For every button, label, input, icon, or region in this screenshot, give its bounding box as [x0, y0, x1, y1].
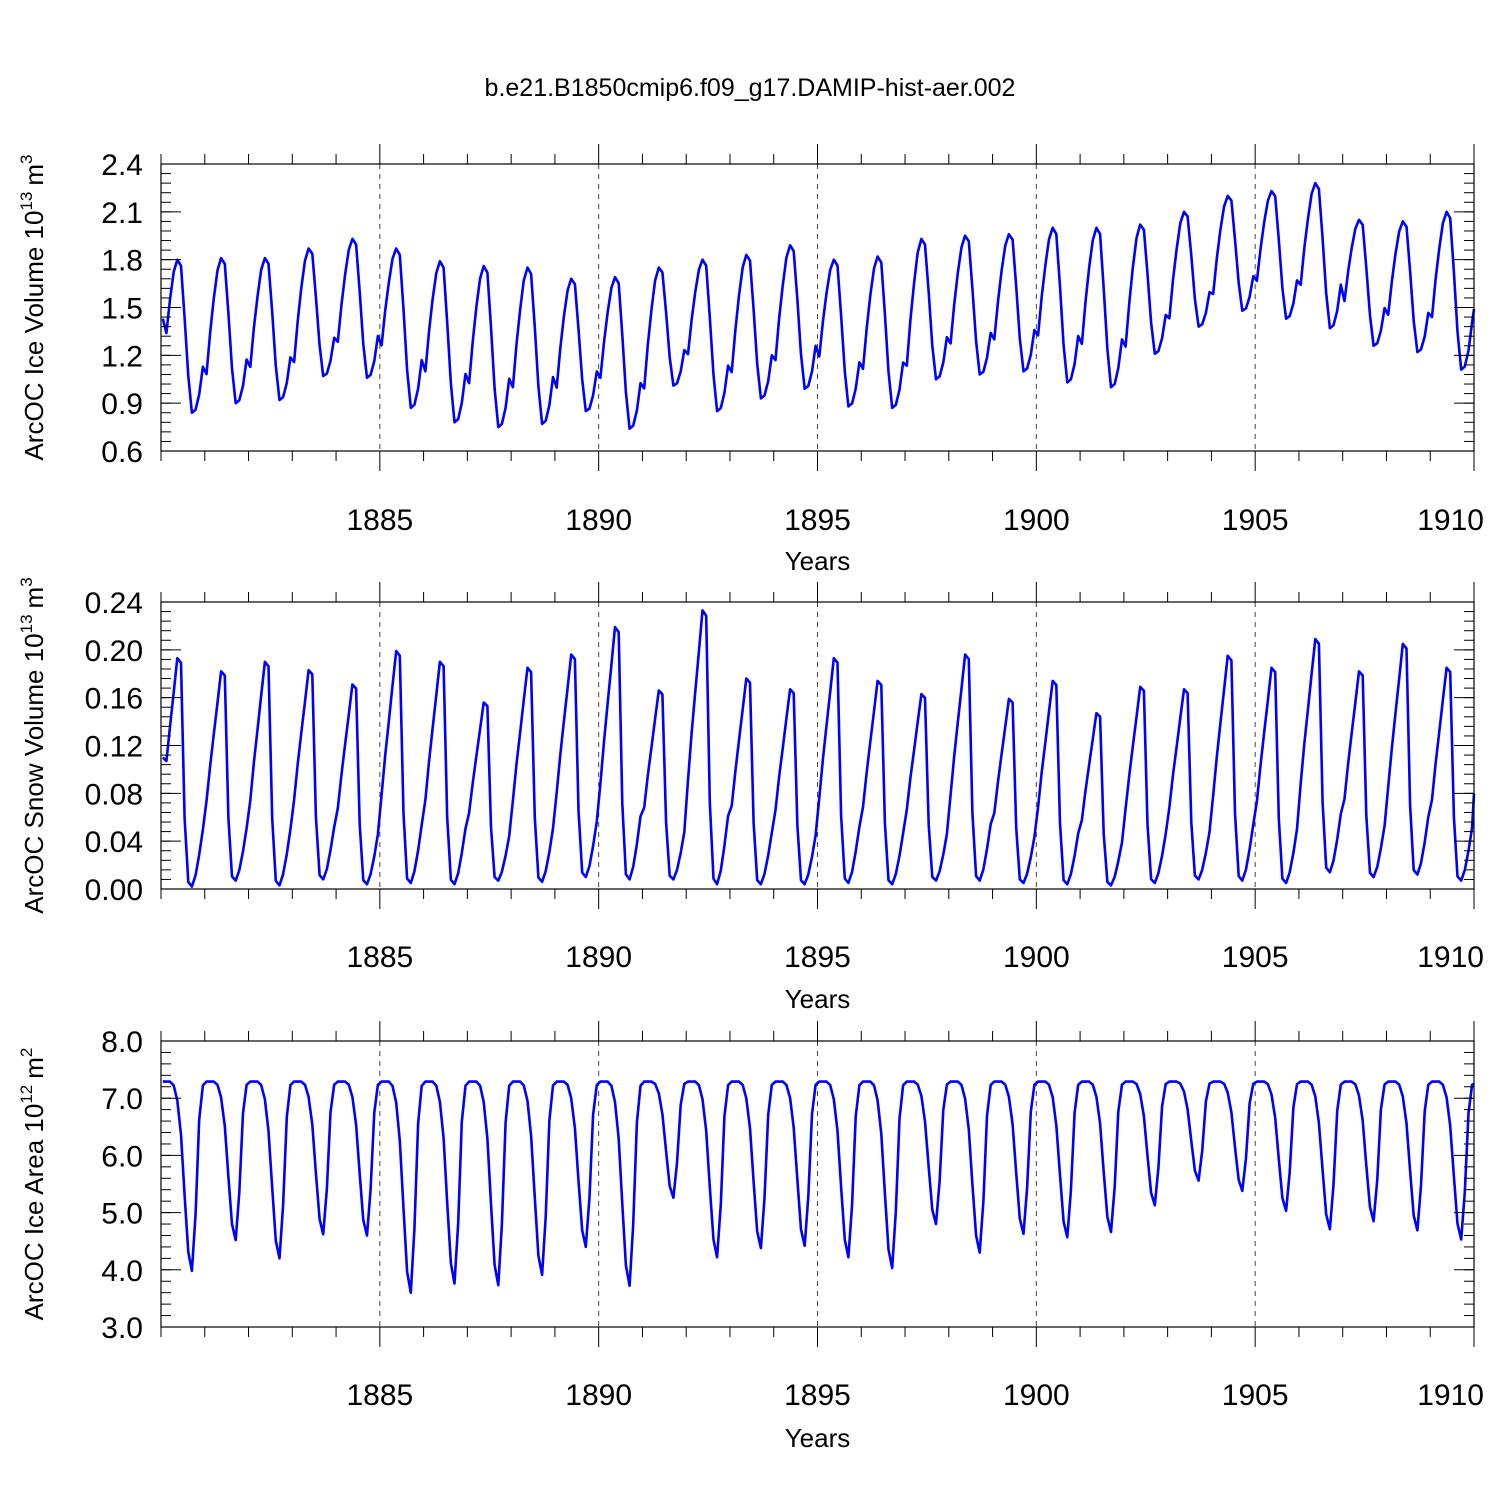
- y-tick-label: 0.20: [85, 635, 143, 668]
- y-axis-title: ArcOC Ice Volume 1013 m3: [17, 154, 49, 460]
- y-axis-title-exp: 13: [17, 614, 36, 633]
- y-axis-title-text: ArcOC Ice Area 10: [19, 1104, 49, 1321]
- y-tick-label: 6.0: [101, 1140, 143, 1173]
- y-axis-title-unit-exp: 2: [17, 1048, 36, 1057]
- x-tick-label: 1905: [1222, 1379, 1289, 1412]
- y-axis-title: ArcOC Snow Volume 1013 m3: [17, 577, 49, 913]
- y-axis-title-text: ArcOC Ice Volume 10: [19, 211, 49, 461]
- x-axis-title: Years: [785, 546, 851, 576]
- y-tick-label: 2.4: [101, 149, 143, 182]
- y-tick-label: 0.9: [101, 388, 143, 421]
- x-tick-label: 1885: [346, 941, 413, 974]
- x-tick-label: 1895: [784, 1379, 851, 1412]
- x-tick-label: 1900: [1003, 1379, 1070, 1412]
- y-axis-title-unit: m: [19, 1057, 49, 1079]
- y-axis-title-text: ArcOC Snow Volume 10: [19, 633, 49, 913]
- y-axis-title-unit: m: [19, 164, 49, 186]
- y-axis-title-unit-exp: 3: [17, 577, 36, 586]
- y-tick-label: 0.12: [85, 731, 143, 764]
- figure-title: b.e21.B1850cmip6.f09_g17.DAMIP-hist-aer.…: [485, 74, 1016, 102]
- y-axis-title-exp: 13: [17, 192, 36, 211]
- x-axis-title: Years: [785, 1423, 851, 1453]
- x-tick-label: 1895: [784, 941, 851, 974]
- x-tick-label: 1900: [1003, 941, 1070, 974]
- x-tick-label: 1885: [346, 504, 413, 537]
- series-line: [161, 181, 1476, 430]
- x-tick-label: 1910: [1417, 941, 1484, 974]
- y-axis-title-unit-exp: 3: [17, 154, 36, 163]
- x-tick-label: 1885: [346, 1379, 413, 1412]
- y-axis-title-exp: 12: [17, 1085, 36, 1104]
- y-tick-label: 1.5: [101, 293, 143, 326]
- y-axis-title-unit: m: [19, 587, 49, 609]
- y-tick-label: 7.0: [101, 1083, 143, 1116]
- x-tick-label: 1890: [565, 1379, 632, 1412]
- y-tick-label: 0.00: [85, 874, 143, 907]
- x-axis-title: Years: [785, 984, 851, 1014]
- snow-volume-panel: 0.00 0.04 0.08 0.12 0.16 0.20 0.24 1885 1890 1895…: [17, 577, 1484, 1014]
- x-tick-label: 1890: [565, 941, 632, 974]
- x-tick-label: 1905: [1222, 504, 1289, 537]
- y-tick-label: 0.16: [85, 683, 143, 716]
- y-tick-label: 8.0: [101, 1026, 143, 1059]
- ice-area-panel: 3.0 4.0 5.0 6.0 7.0 8.0 1885 1890 1895 1900 1905 19…: [17, 1021, 1484, 1453]
- x-tick-label: 1910: [1417, 504, 1484, 537]
- y-tick-label: 0.04: [85, 826, 143, 859]
- x-tick-label: 1910: [1417, 1379, 1484, 1412]
- x-tick-label: 1900: [1003, 504, 1070, 537]
- ice-volume-panel: 0.6 0.9 1.2 1.5 1.8 2.1 2.4 1885 1890 1895 1900 190…: [17, 144, 1484, 576]
- y-tick-label: 0.6: [101, 436, 143, 469]
- x-tick-label: 1895: [784, 504, 851, 537]
- y-tick-label: 0.08: [85, 778, 143, 811]
- y-tick-label: 1.8: [101, 245, 143, 278]
- y-axis-title: ArcOC Ice Area 1012 m2: [17, 1048, 49, 1321]
- y-tick-label: 3.0: [101, 1312, 143, 1345]
- series-line: [162, 1080, 1475, 1294]
- y-tick-label: 0.24: [85, 587, 143, 620]
- y-tick-label: 1.2: [101, 340, 143, 373]
- y-tick-label: 2.1: [101, 197, 143, 230]
- x-tick-label: 1890: [565, 504, 632, 537]
- y-tick-label: 5.0: [101, 1198, 143, 1231]
- y-tick-label: 4.0: [101, 1255, 143, 1288]
- series-line: [161, 609, 1476, 888]
- x-tick-label: 1905: [1222, 941, 1289, 974]
